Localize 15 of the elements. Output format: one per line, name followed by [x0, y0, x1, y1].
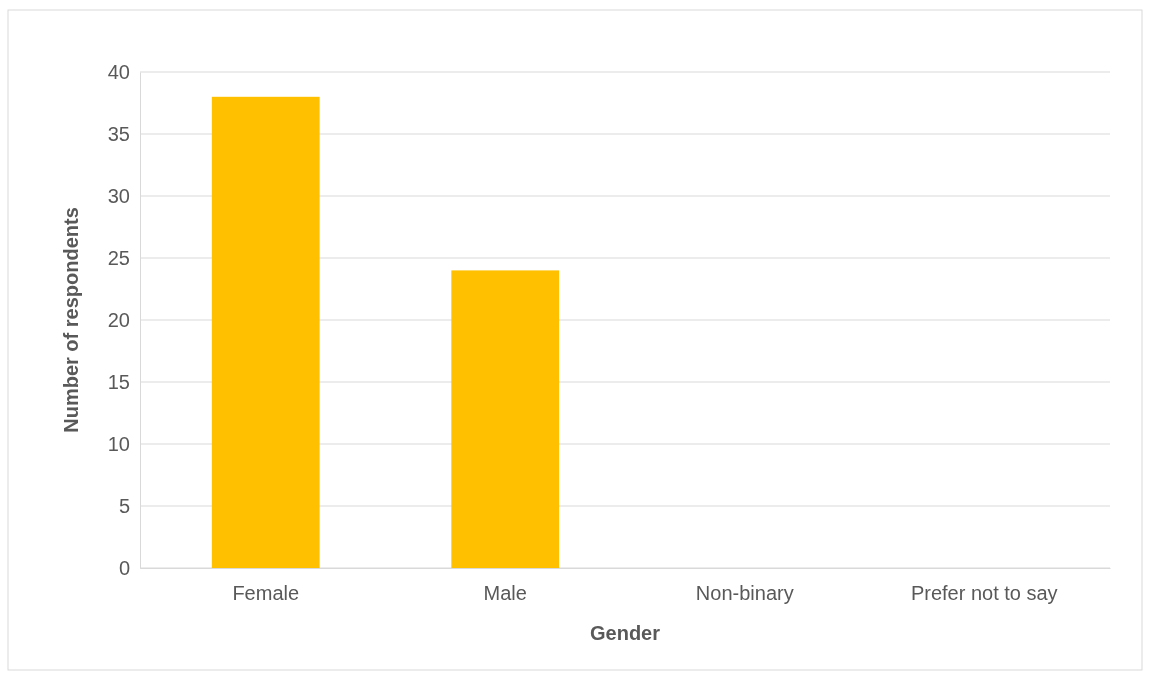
y-tick-label: 10: [107, 432, 130, 455]
x-tick-label: Male: [483, 582, 527, 605]
y-tick-label: 25: [107, 246, 130, 269]
y-tick-label: 20: [107, 308, 130, 331]
y-tick-label: 0: [118, 556, 130, 579]
x-tick-label: Non-binary: [695, 582, 794, 605]
x-tick-label: Female: [232, 582, 300, 605]
y-tick-label: 15: [107, 370, 130, 393]
y-axis-title: Number of respondents: [60, 207, 82, 433]
y-tick-label: 30: [107, 184, 130, 207]
y-tick-label: 40: [107, 60, 130, 83]
x-axis-title: Gender: [589, 622, 661, 644]
x-tick-label: Prefer not to say: [910, 582, 1058, 605]
y-tick-label: 5: [118, 494, 130, 517]
y-tick-label: 35: [107, 122, 130, 145]
